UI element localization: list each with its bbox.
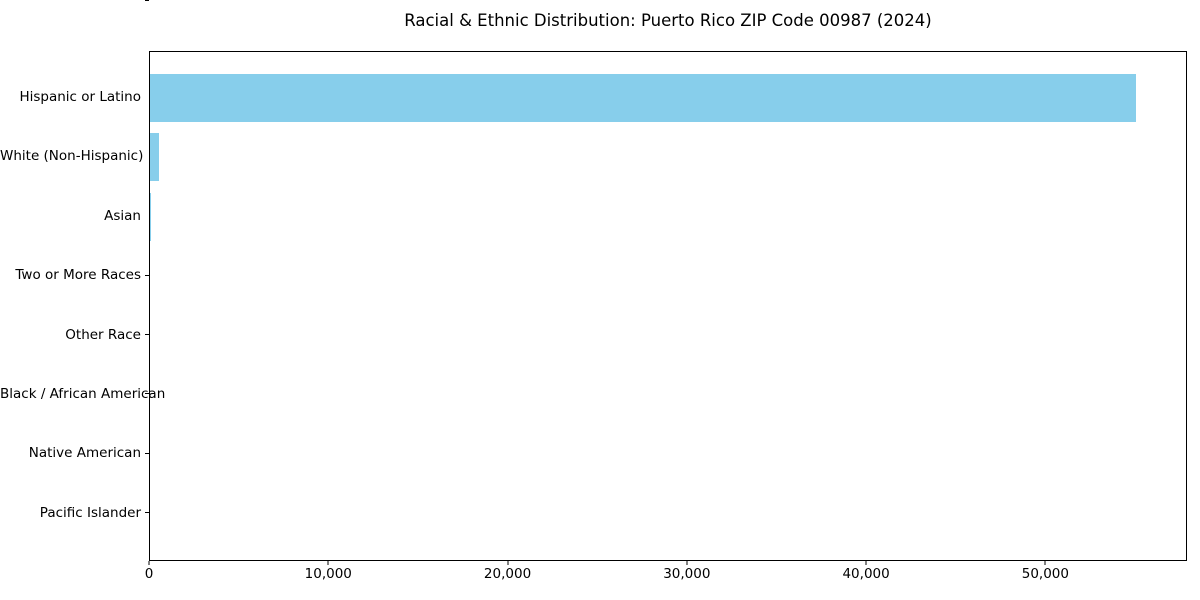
plot-area: [149, 51, 1187, 561]
y-axis-label: Pacific Islander: [39, 505, 141, 521]
x-tick-label: 0: [144, 566, 154, 582]
chart-title: Racial & Ethnic Distribution: Puerto Ric…: [404, 11, 932, 30]
x-tick-mark: [327, 561, 329, 565]
x-tick-label: 50,000: [1021, 566, 1069, 582]
x-tick-mark: [865, 561, 867, 565]
y-axis-label: Black / African American: [0, 386, 166, 402]
y-tick-mark: [145, 334, 149, 335]
x-tick-mark: [1044, 561, 1046, 565]
y-axis-label: Two or More Races: [15, 267, 141, 283]
x-tick-label: 40,000: [842, 566, 890, 582]
y-tick-mark: [145, 393, 149, 394]
y-axis-label: Asian: [104, 208, 141, 224]
bar-white-non-hispanic: [150, 133, 159, 181]
bar-hispanic-or-latino: [150, 74, 1136, 122]
bar-asian: [150, 193, 152, 241]
y-axis-labels: Hispanic or Latino White (Non-Hispanic) …: [0, 51, 166, 561]
x-tick-label: 10,000: [304, 566, 352, 582]
x-tick-label: 20,000: [483, 566, 532, 582]
x-tick-mark: [507, 561, 509, 565]
y-axis-label: Other Race: [65, 327, 141, 343]
y-tick-mark: [145, 275, 149, 276]
y-tick-mark: [145, 0, 149, 1]
y-tick-mark: [145, 453, 149, 454]
y-axis-label: Native American: [28, 445, 141, 461]
x-tick-mark: [148, 561, 150, 565]
y-axis-label: White (Non-Hispanic): [0, 148, 144, 164]
y-tick-mark: [145, 512, 149, 513]
y-axis-label: Hispanic or Latino: [19, 89, 141, 105]
x-tick-label: 30,000: [663, 566, 711, 582]
x-tick-mark: [686, 561, 688, 565]
